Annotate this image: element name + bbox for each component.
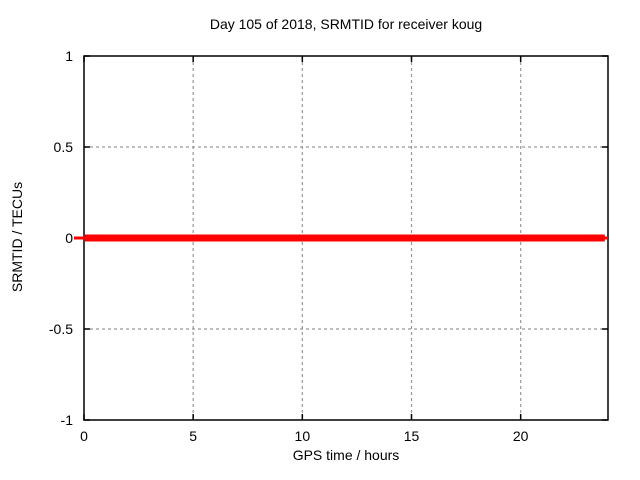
y-tick-label: 0 bbox=[65, 230, 73, 246]
x-axis-label: GPS time / hours bbox=[292, 447, 400, 463]
y-tick-label: 1 bbox=[65, 48, 73, 64]
x-tick-label: 20 bbox=[513, 428, 529, 444]
y-tick-label: -0.5 bbox=[49, 321, 73, 337]
x-tick-label: 15 bbox=[404, 428, 420, 444]
x-tick-label: 10 bbox=[295, 428, 311, 444]
x-tick-label: 0 bbox=[80, 428, 88, 444]
tick-labels: 0 5 10 15 20 -1 -0.5 0 0.5 1 bbox=[49, 48, 529, 444]
y-axis-label: SRMTID / TECUs bbox=[9, 181, 25, 293]
x-tick-label: 5 bbox=[189, 428, 197, 444]
chart-title: Day 105 of 2018, SRMTID for receiver kou… bbox=[209, 16, 483, 32]
y-tick-label: -1 bbox=[61, 412, 74, 428]
y-tick-label: 0.5 bbox=[54, 139, 74, 155]
